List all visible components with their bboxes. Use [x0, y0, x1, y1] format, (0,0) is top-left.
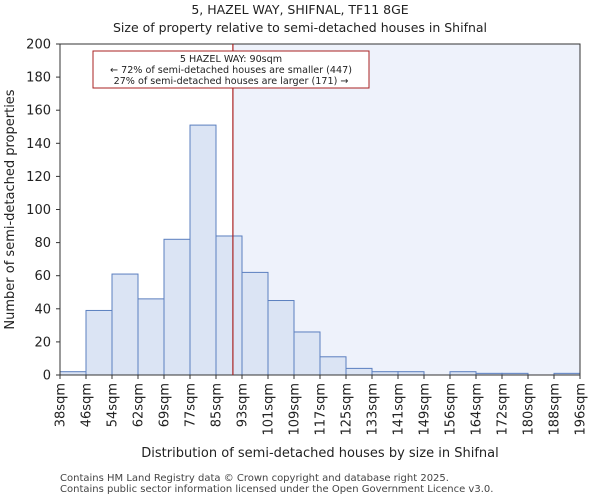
x-tick-label: 46sqm	[80, 383, 95, 427]
y-tick-label: 20	[34, 335, 51, 350]
histogram-bar	[111, 273, 139, 376]
y-tick-label: 40	[34, 302, 51, 317]
histogram-bar	[267, 300, 295, 376]
x-tick-label: 164sqm	[470, 383, 485, 436]
x-tick-label: 156sqm	[444, 383, 459, 436]
annotation-smaller: ← 72% of semi-detached houses are smalle…	[110, 65, 352, 76]
y-tick-label: 180	[26, 71, 51, 86]
y-tick-label: 120	[26, 170, 51, 185]
x-tick-label: 109sqm	[288, 383, 303, 436]
y-tick-label: 100	[26, 203, 51, 218]
x-tick-label: 188sqm	[548, 383, 563, 436]
x-axis-title: Distribution of semi-detached houses by …	[141, 446, 498, 461]
y-tick-label: 80	[34, 236, 51, 251]
page-title: 5, HAZEL WAY, SHIFNAL, TF11 8GE	[191, 2, 409, 17]
x-tick-label: 180sqm	[522, 383, 537, 436]
x-tick-label: 117sqm	[314, 383, 329, 436]
y-tick-label: 0	[43, 369, 51, 384]
x-tick-label: 85sqm	[210, 383, 225, 427]
annotation-larger: 27% of semi-detached houses are larger (…	[114, 76, 349, 87]
x-tick-label: 93sqm	[236, 383, 251, 427]
annotation-box	[92, 50, 370, 89]
x-tick-label: 62sqm	[132, 383, 147, 427]
histogram-bar	[319, 356, 347, 376]
x-tick-label: 101sqm	[262, 383, 277, 436]
chart-subtitle: Size of property relative to semi-detach…	[112, 20, 488, 35]
footer-licence: Contains public sector information licen…	[60, 484, 494, 495]
footer-copyright: Contains HM Land Registry data © Crown c…	[60, 473, 449, 484]
histogram-bar	[293, 331, 321, 376]
x-tick-label: 38sqm	[54, 383, 69, 427]
y-tick-label: 60	[34, 269, 51, 284]
y-tick-label: 160	[26, 104, 51, 119]
histogram-bar	[189, 124, 217, 376]
histogram-bar	[241, 271, 269, 376]
histogram-bar	[163, 238, 191, 376]
histogram-bar	[345, 367, 373, 376]
histogram-bar	[215, 235, 243, 376]
x-tick-label: 141sqm	[392, 383, 407, 436]
x-tick-label: 172sqm	[496, 383, 511, 436]
x-tick-label: 133sqm	[366, 383, 381, 436]
y-tick-label: 140	[26, 137, 51, 152]
histogram-bar	[137, 298, 165, 376]
annotation-title: 5 HAZEL WAY: 90sqm	[180, 54, 282, 65]
x-tick-label: 125sqm	[340, 383, 355, 436]
x-tick-label: 77sqm	[184, 383, 199, 427]
y-axis-title: Number of semi-detached properties	[3, 89, 18, 329]
y-tick-label: 200	[26, 38, 51, 53]
x-tick-label: 149sqm	[418, 383, 433, 436]
x-tick-label: 196sqm	[574, 383, 589, 436]
x-tick-label: 69sqm	[158, 383, 173, 427]
x-tick-label: 54sqm	[106, 383, 121, 427]
histogram-bar	[85, 309, 113, 376]
